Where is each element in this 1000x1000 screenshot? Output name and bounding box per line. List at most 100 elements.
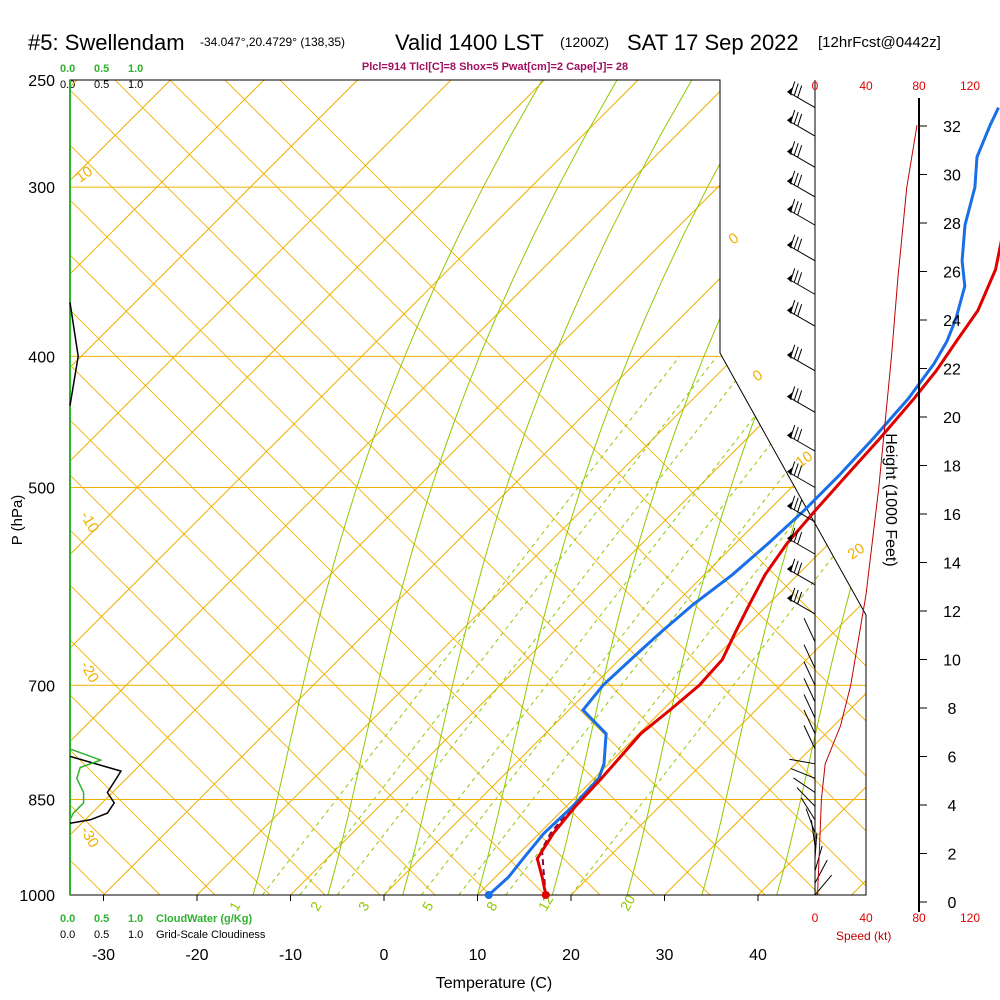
wind-barb-feather — [797, 85, 803, 98]
wind-barb-shaft — [787, 568, 816, 586]
wind-barb-feather — [797, 390, 803, 403]
wind-barb-feather — [790, 558, 796, 571]
cloudiness-profile-upper — [69, 302, 79, 406]
mixing-ratio-label: 1 — [226, 899, 244, 914]
cloudiness-legend: Grid-Scale Cloudiness — [156, 929, 266, 941]
mixing-ratio-line — [458, 356, 866, 895]
wind-barb-shaft — [803, 661, 816, 686]
dry-adiabat-line — [70, 80, 601, 895]
height-tick-label: 6 — [948, 750, 957, 767]
mixing-ratio-label: 12 — [535, 892, 557, 914]
y-axis-label: P (hPa) — [9, 495, 26, 546]
height-tick-label: 12 — [943, 604, 961, 621]
isotherm-line — [477, 80, 866, 895]
speed-tick-label-bottom: 40 — [859, 911, 873, 925]
wind-barb-feather — [797, 238, 803, 251]
speed-tick-label-top: 0 — [812, 79, 819, 93]
isotherm-label: 10 — [793, 448, 816, 471]
wind-barb-shaft — [787, 244, 816, 262]
cloudwater-profile — [69, 748, 103, 821]
wind-barb-shaft — [787, 208, 816, 226]
mixing-ratio-line — [262, 356, 680, 895]
height-tick-label: 14 — [943, 556, 961, 573]
wind-barb-shaft — [814, 859, 828, 884]
isotherm-label: -30 — [77, 824, 103, 851]
wind-barb-feather — [797, 428, 803, 442]
temperature-tick-label: -10 — [279, 947, 302, 964]
wind-barb-feather — [793, 346, 799, 359]
wind-barb-feather — [793, 143, 799, 156]
isotherm-label: -20 — [77, 659, 103, 686]
height-tick-label: 28 — [943, 216, 961, 233]
wind-barb-shaft — [803, 709, 816, 734]
wind-barb-feather — [790, 198, 796, 212]
wind-barb-shaft — [787, 505, 816, 523]
moist-adiabat-line — [776, 80, 866, 895]
dry-adiabat-line — [70, 80, 821, 895]
svg-text:0.0: 0.0 — [60, 929, 75, 941]
mixing-ratio-label: 5 — [419, 899, 437, 914]
wind-barb-feather — [797, 531, 803, 545]
surface-dewpoint-dot — [484, 891, 493, 899]
profiles — [69, 106, 1000, 899]
wind-barb-feather — [793, 111, 799, 125]
wind-barb-feather — [793, 497, 799, 510]
isotherm-line — [851, 80, 866, 895]
moist-adiabat-line — [477, 80, 768, 895]
wind-barb-feather — [793, 426, 799, 440]
dry-adiabat-line — [274, 80, 866, 895]
plot-area — [70, 80, 866, 895]
wind-barb-feather — [797, 499, 803, 512]
wind-barb-feather — [797, 591, 803, 605]
wind-barb-shaft — [790, 768, 816, 779]
pressure-tick-label: 1000 — [19, 888, 55, 905]
wind-barb-feather — [793, 529, 799, 543]
wind-barb-feather — [797, 174, 803, 188]
isotherm-label: 20 — [845, 540, 868, 563]
wind-barb-feather — [793, 463, 799, 476]
height-tick-label: 30 — [943, 168, 961, 185]
wind-barb-shaft — [810, 820, 816, 847]
wind-barb-feather — [790, 344, 796, 357]
pressure-tick-label: 700 — [28, 678, 55, 695]
wind-barb-shaft — [814, 832, 818, 859]
height-axis-label: Height (1000 Feet) — [882, 433, 899, 566]
svg-text:0.5: 0.5 — [94, 79, 109, 91]
wind-barb-feather — [790, 461, 796, 474]
wind-barb-shaft — [787, 354, 816, 372]
height-tick-label: 22 — [943, 362, 961, 379]
wind-barb-feather — [797, 272, 803, 285]
forecast-info: [12hrFcst@0442z] — [818, 34, 941, 51]
moist-adiabat-line — [252, 80, 543, 895]
isotherm-line — [70, 80, 452, 895]
svg-text:0.5: 0.5 — [94, 913, 109, 925]
mixing-ratio-line — [336, 356, 755, 895]
wind-barb-feather — [793, 560, 799, 573]
height-tick-label: 24 — [943, 313, 961, 330]
dry-adiabat-line — [164, 80, 866, 895]
mixing-ratio-label: 20 — [617, 892, 639, 914]
wind-barb-feather — [797, 113, 803, 127]
wind-barb-feather — [790, 386, 796, 399]
wind-barb-feather — [790, 170, 796, 184]
x-axis-label: Temperature (C) — [436, 975, 552, 992]
height-tick-label: 4 — [948, 798, 957, 815]
indices: Plcl=914 Tlcl[C]=8 Shox=5 Pwat[cm]=2 Cap… — [362, 61, 628, 73]
isotherm-line — [70, 80, 265, 895]
wind-barb-feather — [793, 388, 799, 401]
height-tick-label: 32 — [943, 119, 961, 136]
dry-adiabat-line — [109, 80, 866, 895]
mixing-ratio-label: 3 — [355, 899, 373, 914]
dry-adiabat-line — [70, 80, 546, 895]
dry-adiabat-line — [219, 80, 866, 895]
pressure-tick-label: 400 — [28, 349, 55, 366]
svg-text:1.0: 1.0 — [128, 63, 143, 75]
wind-barb-feather — [797, 304, 803, 317]
dry-adiabat-line — [70, 80, 326, 895]
dry-adiabat-line — [70, 80, 491, 895]
dry-adiabat-line — [70, 80, 381, 895]
speed-tick-label-bottom: 80 — [912, 911, 926, 925]
svg-text:1.0: 1.0 — [128, 79, 143, 91]
svg-text:0.0: 0.0 — [60, 913, 75, 925]
